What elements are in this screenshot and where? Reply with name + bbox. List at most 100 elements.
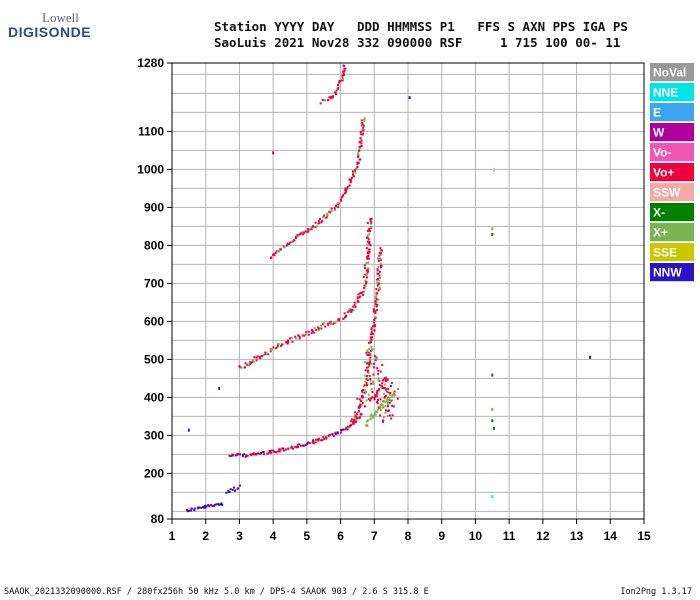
echo-point <box>369 226 372 228</box>
legend-label: NoVal <box>653 66 686 80</box>
echo-point <box>237 452 240 455</box>
echo-point <box>321 439 324 442</box>
echo-point <box>307 228 310 230</box>
echo-point <box>384 411 387 414</box>
echo-point <box>355 416 358 419</box>
echo-point <box>355 301 358 304</box>
echo-point <box>301 231 304 234</box>
echo-point <box>205 505 208 508</box>
echo-point <box>287 339 289 342</box>
echo-point <box>344 189 347 191</box>
echo-point <box>374 316 377 318</box>
echo-point <box>342 428 345 431</box>
echo-point <box>272 346 275 349</box>
echo-point <box>218 503 221 506</box>
legend-swatch <box>650 83 694 102</box>
echo-point <box>392 405 395 408</box>
echo-point <box>367 354 370 356</box>
echo-point <box>346 425 349 428</box>
echo-point <box>338 81 341 84</box>
echo-point <box>371 332 374 335</box>
echo-point <box>369 222 372 225</box>
echo-point <box>366 222 369 224</box>
echo-point <box>303 231 306 234</box>
echo-point <box>273 450 276 453</box>
echo-point <box>383 400 386 403</box>
echo-point <box>384 376 387 379</box>
echo-point <box>375 292 378 295</box>
echo-point <box>345 426 348 429</box>
header-line1: Station YYYY DAY DDD HHMMSS P1 FFS S AXN… <box>214 19 628 34</box>
echo-point <box>368 363 371 366</box>
echo-point <box>317 220 320 223</box>
echo-point <box>324 99 326 102</box>
echo-point <box>353 301 356 304</box>
echo-point <box>318 222 321 225</box>
echo-point <box>383 396 386 399</box>
echo-point <box>321 99 324 102</box>
echo-point <box>269 350 272 353</box>
echo-point <box>387 403 390 406</box>
echo-point <box>373 309 376 312</box>
echo-point <box>315 225 318 228</box>
echo-point <box>211 504 214 507</box>
echo-point <box>397 388 399 390</box>
echo-point <box>365 262 368 264</box>
echo-point <box>365 391 368 393</box>
isolated-echo-point <box>491 407 494 411</box>
echo-point <box>387 409 389 412</box>
echo-point <box>386 400 389 403</box>
echo-point <box>362 275 365 278</box>
echo-point <box>269 348 272 351</box>
echo-point <box>360 395 363 398</box>
echo-point <box>324 325 327 328</box>
echo-point <box>331 433 334 436</box>
echo-point <box>334 321 337 324</box>
echo-point <box>363 389 366 392</box>
echo-point <box>238 365 241 368</box>
echo-point <box>376 269 379 272</box>
echo-point <box>359 145 362 148</box>
echo-point <box>372 414 375 417</box>
echo-point <box>387 398 390 401</box>
echo-point <box>372 310 375 313</box>
echo-point <box>374 393 377 396</box>
y-tick-label: 200 <box>144 466 164 480</box>
echo-point <box>304 333 307 336</box>
isolated-echo-point <box>491 233 494 236</box>
echo-point <box>290 445 293 448</box>
echo-point <box>213 504 216 507</box>
echo-point <box>379 414 382 417</box>
echo-point <box>234 489 237 492</box>
echo-point <box>382 420 385 423</box>
echo-point <box>362 293 364 296</box>
echo-point <box>382 392 385 395</box>
echo-point <box>252 452 255 455</box>
echo-point <box>240 366 243 369</box>
echo-point <box>334 433 337 436</box>
echo-point <box>373 305 376 308</box>
echo-point <box>329 211 331 214</box>
echo-point <box>386 401 389 404</box>
echo-point <box>244 362 247 365</box>
echo-point <box>243 453 246 456</box>
echo-point <box>370 327 373 330</box>
echo-point <box>352 171 355 174</box>
echo-point <box>332 435 335 438</box>
echo-point <box>380 266 382 269</box>
echo-point <box>234 454 237 457</box>
echo-point <box>364 369 367 372</box>
echo-point <box>341 79 344 82</box>
isolated-echo-point <box>187 428 190 432</box>
echo-point <box>344 187 347 190</box>
echo-point <box>284 448 287 451</box>
echo-point <box>344 191 347 194</box>
echo-point <box>330 95 332 98</box>
echo-point <box>350 420 353 423</box>
echo-point <box>390 399 393 402</box>
echo-point <box>381 382 383 385</box>
echo-point <box>346 428 349 431</box>
echo-point <box>350 311 353 313</box>
echo-point <box>378 384 381 386</box>
echo-point <box>264 351 267 354</box>
